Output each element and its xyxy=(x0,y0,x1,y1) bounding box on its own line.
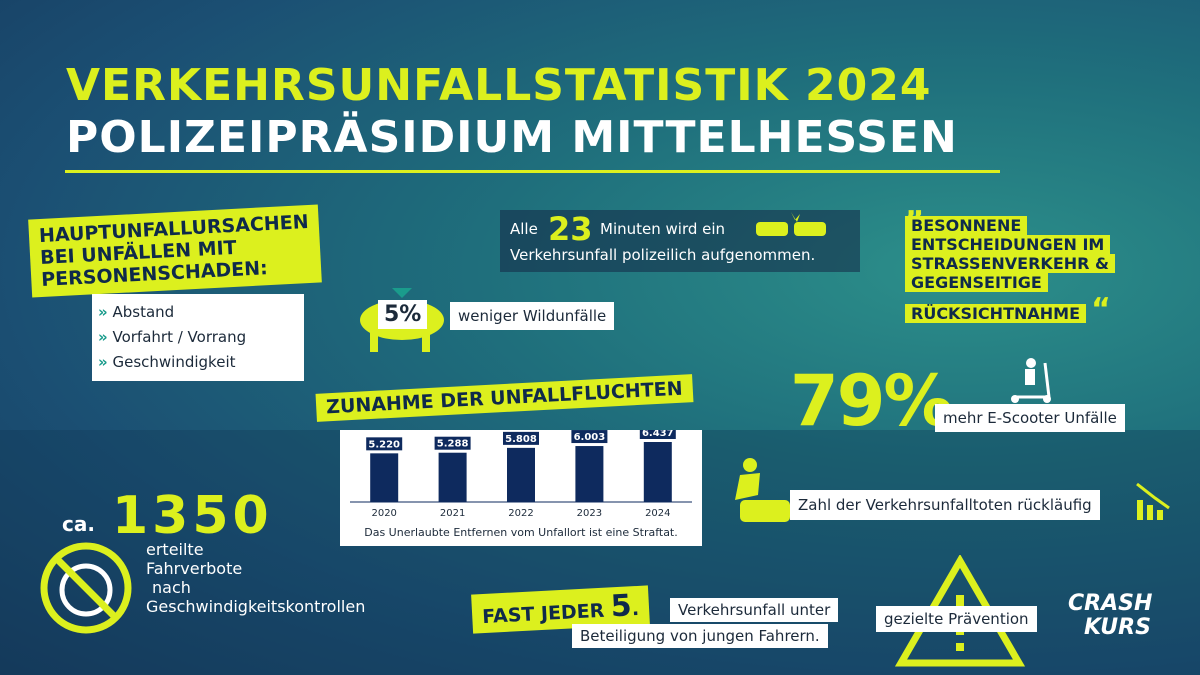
subtitle: POLIZEIPRÄSIDIUM MITTELHESSEN xyxy=(66,112,958,163)
value-label: 5.808 xyxy=(505,434,537,445)
x-tick-label: 2024 xyxy=(645,508,670,519)
bar xyxy=(370,453,399,502)
x-tick-label: 2020 xyxy=(371,508,396,519)
no-driving-icon xyxy=(40,542,132,634)
fatalities-text: Zahl der Verkehrsunfalltoten rückläufig xyxy=(790,490,1100,520)
crashkurs-logo: CRASH KURS xyxy=(1068,592,1152,640)
value-label-bg xyxy=(366,437,403,451)
quote-line: BESONNENE xyxy=(905,216,1028,235)
cause-text: Vorfahrt / Vorrang xyxy=(112,328,247,346)
young-number: 5 xyxy=(609,588,633,625)
prevention-text: gezielte Prävention xyxy=(876,606,1037,632)
x-tick-label: 2021 xyxy=(440,508,465,519)
causes-list: » Abstand » Vorfahrt / Vorrang » Geschwi… xyxy=(92,294,304,381)
bar xyxy=(507,447,535,502)
bans-number: 1350 xyxy=(112,486,273,546)
cause-item: » Abstand xyxy=(98,303,175,321)
frequency-line2: Verkehrsunfall polizeilich aufgenommen. xyxy=(510,246,816,264)
logo-line: CRASH xyxy=(1068,591,1153,616)
quote-line: RÜCKSICHTNAHME xyxy=(905,304,1086,323)
cause-item: » Vorfahrt / Vorrang xyxy=(98,328,247,346)
quote-close: “ xyxy=(1091,292,1111,327)
quote-line: STRASSENVERKEHR & xyxy=(905,254,1115,273)
escooter-value: 79% xyxy=(790,360,954,442)
accident-icon xyxy=(735,458,790,522)
bans-line: nach xyxy=(152,578,191,597)
value-label-bg xyxy=(434,436,471,450)
bar xyxy=(575,446,604,502)
quote-line: ENTSCHEIDUNGEN IM xyxy=(905,235,1111,254)
cause-text: Abstand xyxy=(112,303,175,321)
decline-icon xyxy=(1136,482,1170,520)
young-line1: Verkehrsunfall unter xyxy=(670,598,839,622)
value-label: 5.288 xyxy=(437,439,469,450)
car-crash-icon xyxy=(756,212,826,236)
bans-line: Geschwindigkeitskontrollen xyxy=(146,597,366,616)
bar-chart: 5.220 2020 5.288 2021 5.808 2022 6.003 2023 6.43… xyxy=(350,426,692,519)
value-label: 5.220 xyxy=(368,439,400,450)
bans-line: Fahrverbote xyxy=(146,559,243,578)
bans-line: erteilte xyxy=(146,540,204,559)
x-tick-label: 2022 xyxy=(508,508,533,519)
escooter-icon xyxy=(1011,358,1051,403)
frequency-line1: Minuten wird ein xyxy=(600,220,726,238)
x-tick-label: 2023 xyxy=(577,508,602,519)
value-label-bg xyxy=(639,426,676,439)
bans-prefix: ca. xyxy=(62,512,95,536)
bar xyxy=(643,442,672,502)
escooter-text: mehr E-Scooter Unfälle xyxy=(935,404,1125,432)
value-label: 6.437 xyxy=(642,430,674,439)
wildlife-value: 5% xyxy=(378,300,428,329)
value-label-bg xyxy=(571,430,608,444)
bans-text: erteilte Fahrverbote nach Geschwindigkei… xyxy=(146,540,365,616)
value-label: 6.003 xyxy=(574,432,606,443)
value-label-bg xyxy=(503,431,539,445)
cause-item: » Geschwindigkeit xyxy=(98,353,236,371)
quote: „ BESONNENE ENTSCHEIDUNGEN IM STRASSENVE… xyxy=(905,189,1115,327)
frequency-number: 23 xyxy=(548,210,593,248)
frequency-prefix: Alle xyxy=(510,220,538,238)
quote-line: GEGENSEITIGE xyxy=(905,273,1048,292)
bar xyxy=(438,452,467,502)
logo-line: KURS xyxy=(1084,615,1151,640)
quote-open: „ xyxy=(905,189,925,224)
frequency-box: Alle 23 Minuten wird ein Verkehrsunfall … xyxy=(500,210,860,272)
wildlife-text: weniger Wildunfälle xyxy=(450,302,615,330)
causes-heading: HAUPTUNFALLURSACHEN BEI UNFÄLLEN MIT PER… xyxy=(28,204,322,298)
chart-note: Das Unerlaubte Entfernen vom Unfallort i… xyxy=(364,526,678,539)
chart-panel: 5.220 2020 5.288 2021 5.808 2022 6.003 2023 6.43… xyxy=(340,426,702,546)
title: VERKEHRSUNFALLSTATISTIK 2024 xyxy=(66,60,932,111)
young-dot: . xyxy=(631,597,640,621)
cause-text: Geschwindigkeit xyxy=(112,353,236,371)
young-line2: Beteiligung von jungen Fahrern. xyxy=(572,624,828,648)
